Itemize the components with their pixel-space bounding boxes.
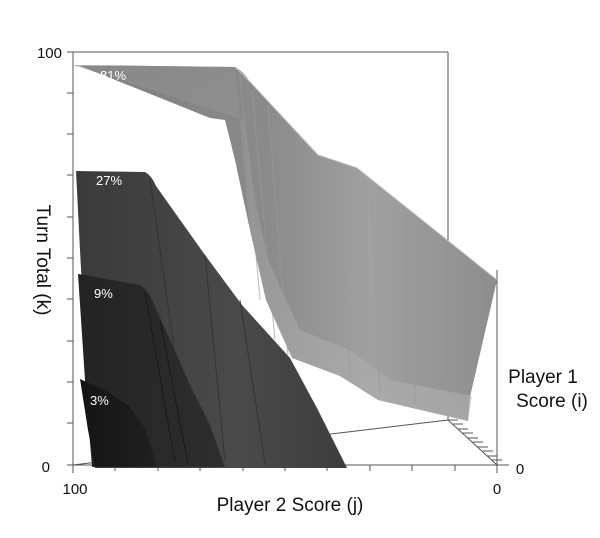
x-axis-title: Player 2 Score (j) (217, 495, 364, 516)
x-tick-label-min: 100 (62, 481, 87, 498)
surface-81-ridge (234, 66, 498, 281)
surface-label-9: 9% (94, 286, 113, 301)
surface-label-27: 27% (96, 173, 122, 188)
z-axis-title-line1: Player 1 (508, 367, 578, 388)
surface-81 (73, 65, 498, 421)
z-axis-title-line2: Score (i) (516, 391, 588, 412)
y-axis-ticks (67, 51, 73, 466)
surface-81-top (73, 65, 497, 421)
x-tick-label-max: 0 (493, 481, 501, 498)
surface-81-folds (239, 74, 416, 406)
z-tick-label-min: 0 (516, 461, 524, 478)
z-axis-line (447, 419, 498, 466)
surface-3-area (80, 379, 157, 467)
surface-9-folds (144, 291, 189, 465)
surface-label-81: 81% (100, 68, 126, 83)
surface-3 (80, 379, 157, 467)
z-axis-ticks (448, 419, 509, 466)
surface-label-3: 3% (90, 393, 109, 408)
y-tick-label-max: 100 (37, 45, 62, 62)
y-tick-label-min: 0 (42, 459, 50, 476)
y-axis-title: Turn Total (k) (32, 205, 53, 316)
